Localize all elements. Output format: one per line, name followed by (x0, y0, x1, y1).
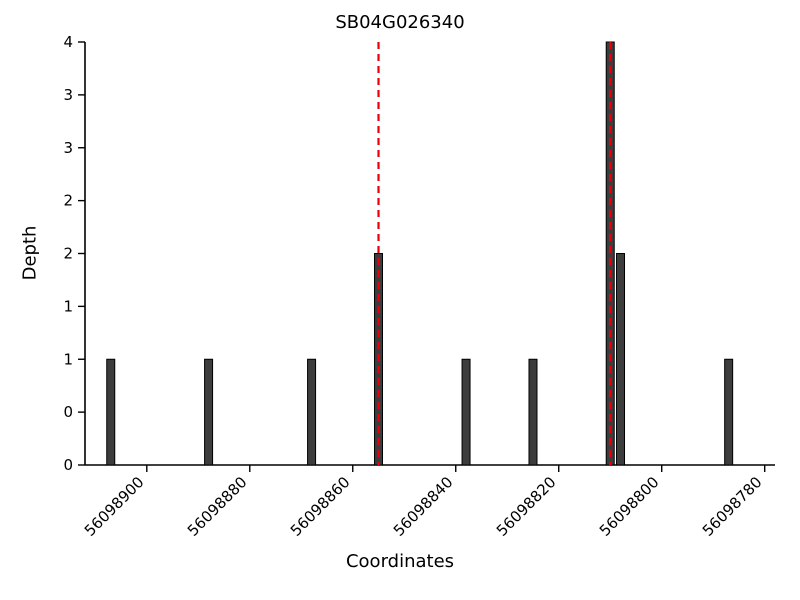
depth-bar (528, 358, 538, 466)
x-tick-label: 56098820 (493, 473, 560, 540)
y-tick-label: 2 (63, 245, 73, 263)
y-tick-label: 1 (63, 350, 73, 368)
depth-bar (724, 358, 734, 466)
y-tick-label: 2 (63, 192, 73, 210)
x-tick-label: 56098900 (81, 473, 148, 540)
depth-bar (461, 358, 471, 466)
depth-bar (616, 253, 626, 466)
y-tick-label: 4 (63, 33, 73, 51)
y-tick-label: 3 (63, 86, 73, 104)
x-tick-label: 56098780 (699, 473, 766, 540)
y-tick-label: 1 (63, 297, 73, 315)
x-tick-label: 56098880 (184, 473, 251, 540)
x-tick-label: 56098800 (596, 473, 663, 540)
y-tick-label: 0 (63, 456, 73, 474)
x-tick-label: 56098840 (390, 473, 457, 540)
y-tick-label: 3 (63, 139, 73, 157)
depth-bar (204, 358, 214, 466)
x-axis-label: Coordinates (345, 551, 455, 572)
x-tick-label: 56098860 (287, 473, 354, 540)
y-tick-label: 0 (63, 403, 73, 421)
depth-bar (106, 358, 116, 466)
depth-bar (307, 358, 317, 466)
chart-title: SB04G026340 (335, 12, 465, 33)
